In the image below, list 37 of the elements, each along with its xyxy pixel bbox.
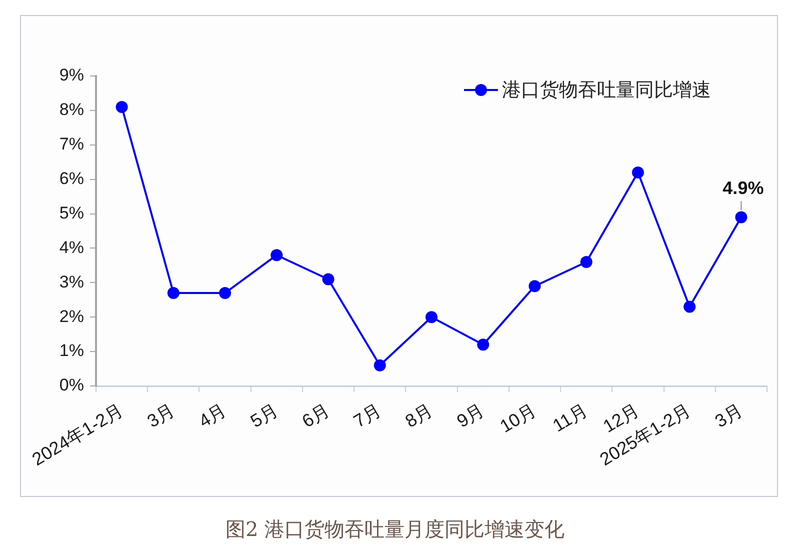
point	[219, 287, 232, 299]
point	[270, 249, 283, 262]
point	[528, 280, 541, 292]
x-tick-label: 9月	[453, 400, 488, 432]
x-tick-label: 4月	[195, 400, 230, 432]
x-tick-label: 5月	[246, 400, 282, 432]
point	[374, 359, 386, 372]
x-tick-label: 2024年1-2月	[28, 400, 126, 470]
y-tick-label: 4%	[59, 238, 84, 257]
point	[116, 101, 128, 113]
y-tick-label: 2%	[59, 306, 84, 326]
caption: 图2 港口货物吞吐量月度同比增速变化	[224, 516, 566, 543]
point	[322, 273, 334, 286]
point	[684, 300, 696, 313]
point	[735, 211, 748, 224]
x-tick-label: 11月	[549, 400, 591, 436]
y-tick-label: 6%	[59, 169, 84, 188]
x-tick-label: 10月	[496, 400, 540, 437]
y-tick-label: 1%	[59, 341, 84, 360]
y-tick-label: 0%	[59, 376, 84, 395]
y-tick-label: 3%	[59, 272, 84, 292]
data-label: 4.9%	[722, 178, 764, 198]
x-tick-label: 8月	[402, 400, 436, 432]
x-tick-label: 7月	[350, 400, 385, 432]
x-tick-label: 6月	[298, 400, 333, 432]
point	[167, 287, 180, 299]
x-tick-label: 3月	[711, 400, 746, 432]
y-tick-label: 5%	[59, 203, 84, 222]
x-tick-label: 3月	[144, 400, 178, 432]
y-tick-label: 9%	[59, 66, 84, 85]
y-tick-label: 8%	[59, 100, 84, 120]
point	[632, 166, 644, 178]
point	[426, 311, 438, 324]
point	[580, 256, 592, 268]
point	[477, 338, 490, 351]
y-tick-label: 7%	[59, 134, 84, 154]
legend-label: 港口货物吞吐量同比增速	[502, 80, 711, 102]
